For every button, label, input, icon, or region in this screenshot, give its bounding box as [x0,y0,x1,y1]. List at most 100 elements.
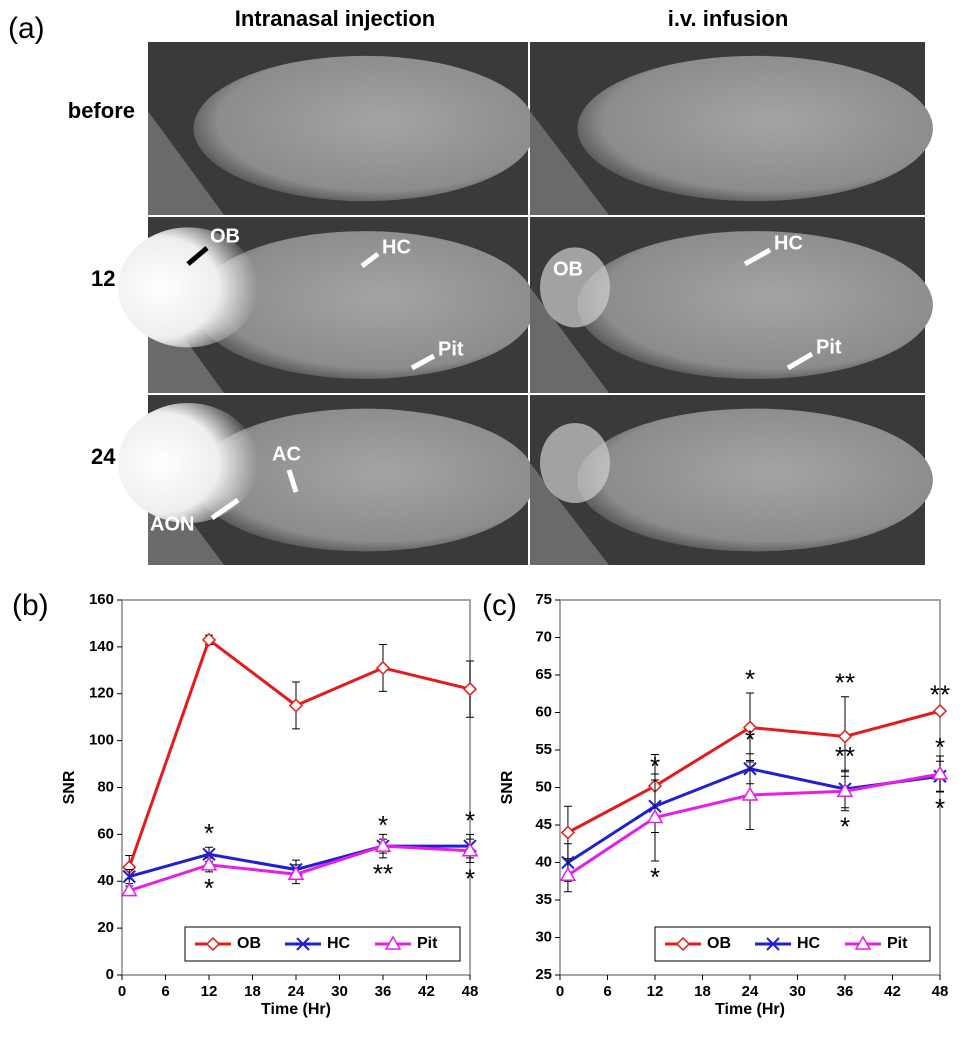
x-tick-label: 12 [647,983,664,1000]
x-tick-label: 30 [789,983,806,1000]
mri-image [118,395,536,565]
row-label: before [68,98,135,123]
y-tick-label: 20 [97,919,114,936]
marker [200,856,218,871]
y-tick-label: 40 [97,872,114,889]
arrow [410,353,436,371]
series-line [127,637,471,868]
y-tick-label: 40 [535,853,552,870]
marker [560,825,575,840]
y-tick-label: 30 [535,928,552,945]
significance-marker: * [465,863,475,893]
marker [931,765,949,780]
image-label: Pit [438,338,464,360]
arrow [186,246,209,266]
legend-label: Pit [887,935,908,952]
arrow [360,252,380,268]
significance-marker: * [935,793,945,823]
image-label: HC [774,232,803,254]
x-tick-label: 6 [603,983,611,1000]
x-tick-label: 24 [288,983,305,1000]
y-tick-label: 55 [535,741,552,758]
significance-marker: * [935,732,945,762]
marker [646,809,664,824]
marker [837,729,853,744]
y-tick-label: 70 [535,628,552,645]
arrow [210,497,240,521]
brain-tissue [193,408,536,552]
marker [854,935,872,950]
column-header: Intranasal injection [235,6,436,31]
x-tick-label: 36 [375,983,392,1000]
x-tick-label: 18 [694,983,711,1000]
y-tick-label: 45 [535,816,552,833]
x-tick-label: 36 [837,983,854,1000]
x-axis-title: Time (Hr) [715,1001,785,1018]
image-label: HC [382,236,411,258]
legend-label: HC [797,935,821,952]
significance-marker: * [204,818,214,848]
legend-label: Pit [417,935,438,952]
significance-marker: * [745,725,755,755]
enhancement [118,227,258,348]
arrow [286,469,299,493]
marker [742,720,758,735]
mri-image [530,395,933,565]
panel-label: (b) [12,589,49,622]
significance-marker: ** [835,668,855,698]
chart: (b) 0 20 40 60 80 100 120 140 160 0 6 12 18 24 30 36 42 48… [12,589,478,1018]
significance-marker: ** [373,859,393,889]
y-tick-label: 80 [97,778,114,795]
x-tick-label: 42 [418,983,435,1000]
significance-marker: ** [930,680,950,710]
significance-marker: * [650,862,660,892]
brain-tissue [577,231,933,379]
image-label: AON [150,513,194,535]
marker [201,632,217,647]
significance-marker: * [378,810,388,840]
x-tick-label: 12 [201,983,218,1000]
x-tick-label: 0 [118,983,126,1000]
x-tick-label: 48 [932,983,949,1000]
significance-marker: * [465,805,475,835]
marker [932,703,948,719]
marker [559,866,577,881]
significance-marker: ** [835,741,855,771]
marker [462,682,478,697]
y-tick-label: 120 [89,685,114,702]
panel-label: (c) [482,589,517,622]
x-tick-label: 24 [742,983,759,1000]
marker [836,782,854,797]
series-line [567,772,941,877]
mri-image [148,42,536,215]
skull-region [148,111,224,215]
marker [287,865,305,880]
x-tick-label: 42 [884,983,901,1000]
y-tick-label: 75 [535,591,552,608]
x-tick-label: 18 [244,983,261,1000]
brain-tissue [577,55,933,202]
column-header: i.v. infusion [668,6,789,31]
legend: OB HC Pit [184,926,461,962]
x-tick-label: 0 [556,983,564,1000]
marker [296,937,310,951]
marker [205,936,221,952]
marker [461,842,479,857]
plot-frame [121,599,471,976]
marker [766,937,780,951]
image-label: OB [553,258,583,280]
y-tick-label: 35 [535,891,552,908]
enhancement [540,247,610,328]
arrow [743,247,772,267]
brain-tissue [193,231,536,379]
y-axis-title: SNR [499,770,516,804]
mri-image [530,217,933,393]
x-tick-label: 6 [161,983,169,1000]
y-tick-label: 65 [535,666,552,683]
x-axis-title: Time (Hr) [261,1001,331,1018]
enhancement [540,423,610,503]
legend-label: HC [327,935,351,952]
panel-a: (a) Intranasal injection i.v. infusion b… [8,6,933,565]
y-tick-label: 160 [89,591,114,608]
image-label: Pit [816,336,842,358]
